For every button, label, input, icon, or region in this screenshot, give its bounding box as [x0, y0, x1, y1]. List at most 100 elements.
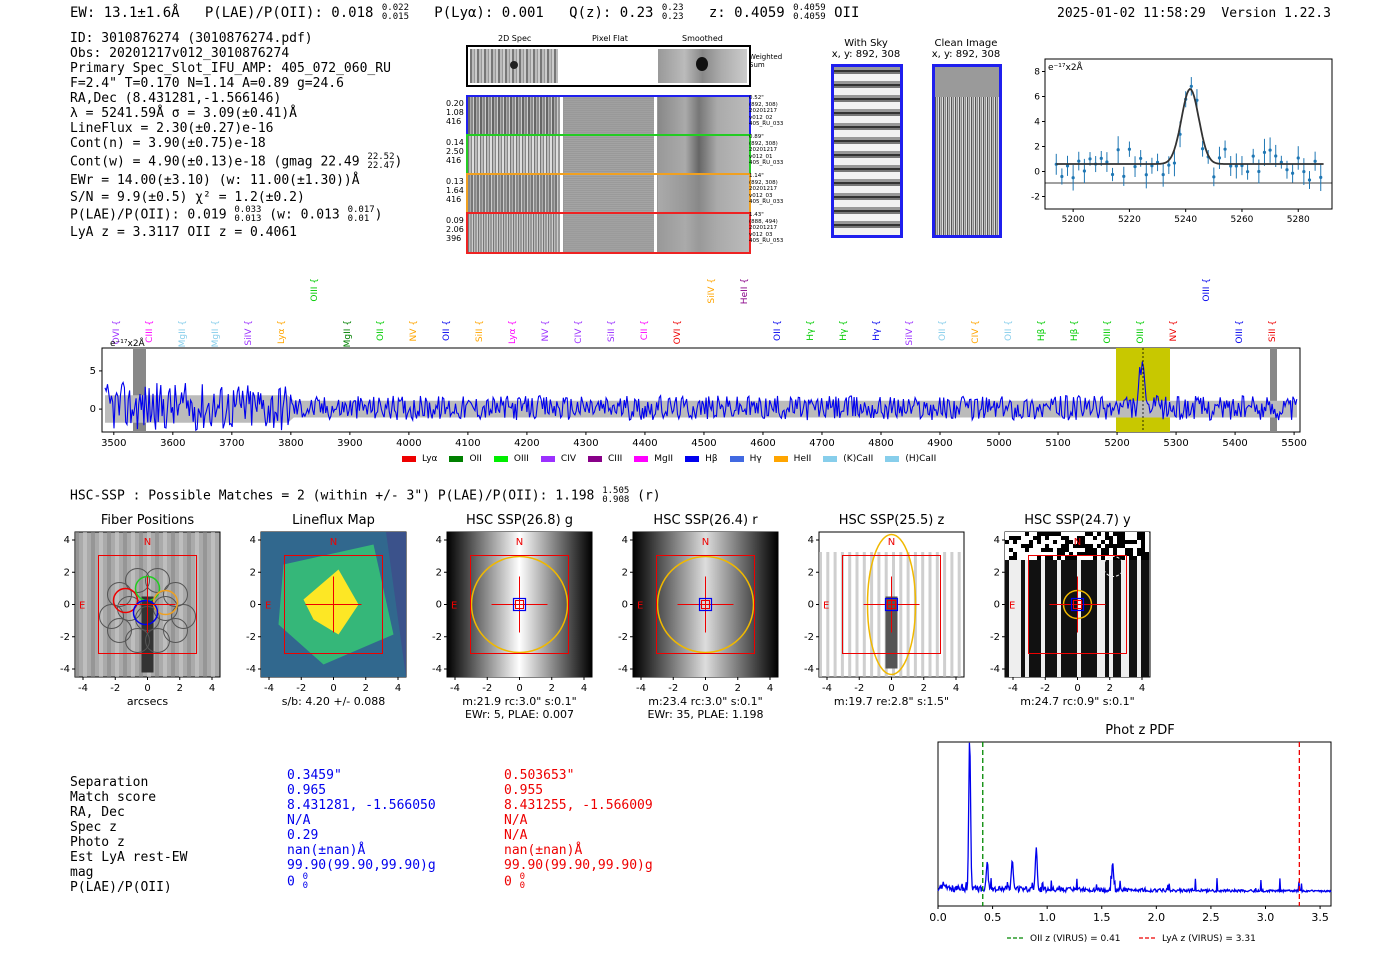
hsc-noise-pixel [1013, 532, 1017, 536]
spec2d-right-val: 405_RU_053 [749, 238, 784, 244]
lineflux-peak [303, 569, 359, 635]
hsc-noise-pixel [1093, 532, 1097, 536]
match-label: Est LyA rest-EW [70, 850, 188, 865]
hsc-noise-pixel [1125, 532, 1129, 536]
hsc-noise-pixel [1097, 544, 1101, 548]
hsc-noise-pixel [1057, 552, 1061, 556]
hsc-blue-marker [698, 597, 713, 612]
hsc-panel-stripe [1029, 560, 1033, 677]
hsc-noise-pixel [1045, 548, 1049, 552]
hsc-noise-pixel [1133, 552, 1137, 556]
info-contw-sub: 22.47 [367, 161, 395, 171]
header-plae-sub: 0.015 [381, 12, 409, 22]
full-xtick-label: 4400 [632, 438, 657, 449]
hsc-panel-stripe [935, 552, 939, 677]
fiber-circle [99, 604, 124, 629]
hsc-noise-pixel [1097, 536, 1101, 540]
hsc-noise-pixel [1033, 540, 1037, 544]
hsc-panel-stripe [943, 552, 947, 677]
hsc-noise-pixel [1121, 544, 1125, 548]
header-version: Version 1.22.3 [1221, 6, 1331, 21]
hsc-panel-stripe [877, 552, 881, 677]
hsc-noise-pixel [1037, 540, 1041, 544]
hsc-noise-pixel [1005, 548, 1009, 552]
info-plae-w: (w: 0.013 [269, 207, 340, 223]
compass-n: N [330, 537, 337, 548]
spec2d-right-val: v012_03 [749, 231, 773, 238]
match-red-val: N/A [504, 828, 528, 843]
hsc-noise-pixel [1029, 532, 1033, 536]
hsc-xtick-label: -2 [296, 683, 306, 694]
hsc-noise-pixel [1137, 544, 1141, 548]
hsc-noise-pixel [1049, 536, 1053, 540]
hsc-noise-pixel [1141, 532, 1145, 536]
hsc-panel-stripe [115, 532, 119, 677]
zoom-point [1105, 160, 1109, 164]
spec2d-row-2 [466, 173, 751, 215]
hsc-noise-pixel [1025, 552, 1029, 556]
hsc-noise-pixel [1049, 540, 1053, 544]
hsc-ytick-label: -4 [804, 664, 814, 675]
zoom-point [1274, 154, 1278, 158]
hsc-noise-pixel [1065, 544, 1069, 548]
hsc-ytick-label: 2 [250, 567, 256, 578]
zoom-point [1144, 173, 1148, 177]
hsc-noise-pixel [1045, 536, 1049, 540]
hsc-ytick-label: 4 [64, 535, 70, 546]
full-xtick-label: 5400 [1222, 438, 1247, 449]
full-xtick-label: 5500 [1281, 438, 1306, 449]
hsc-panel-stripe [1145, 560, 1149, 677]
hsc-red-marker [1073, 600, 1082, 609]
hsc-noise-pixel [1093, 552, 1097, 556]
hsc-panel-stripe [1045, 560, 1049, 677]
hsc-ytick-label: -4 [618, 664, 628, 675]
hsc-noise-pixel [1069, 556, 1073, 560]
zoom-point [1223, 147, 1227, 151]
hsc-noise-pixel [1033, 548, 1037, 552]
hsc-noise-pixel [1041, 544, 1045, 548]
hsc-noise-pixel [1077, 532, 1081, 536]
match-blue-sub: 0 [302, 881, 309, 891]
zoom-point [1088, 157, 1092, 161]
hsc-summary-sub: 0.908 [602, 495, 630, 505]
hsc-noise-pixel [1037, 548, 1041, 552]
hsc-panel-title: HSC SSP(26.4) r [653, 513, 758, 528]
hsc-panel-stripe [899, 552, 903, 677]
match-blue-val: 99.90(99.90,99.90)g [287, 858, 436, 873]
compass-e: E [637, 601, 643, 612]
zoom-point [1122, 174, 1126, 178]
clean-title: Clean Image x, y: 892, 308 [930, 38, 1002, 60]
hsc-noise-pixel [1109, 556, 1113, 560]
hsc-panel-stripe [921, 552, 925, 677]
spec2d-right-val: 405_RU_033 [749, 121, 784, 127]
zoom-point [1302, 169, 1306, 174]
hsc-xtick-label: 4 [209, 683, 215, 694]
zoom-ytick-label: 8 [1034, 68, 1040, 78]
hsc-noise-pixel [1093, 540, 1097, 544]
hsc-panel-stripe [819, 552, 822, 677]
hsc-noise-pixel [1033, 532, 1037, 536]
info-id: ID: 3010876274 (3010876274.pdf) [70, 31, 313, 46]
spec2d-right-val: 1.14" [749, 173, 764, 179]
zoom-ytick-label: 4 [1034, 118, 1040, 128]
hsc-ytick-label: -4 [990, 664, 1000, 675]
hsc-noise-pixel [1125, 544, 1129, 548]
hsc-noise-pixel [1057, 556, 1061, 560]
full-xtick-label: 3700 [219, 438, 244, 449]
hsc-noise-pixel [1113, 532, 1117, 536]
hsc-noise-pixel [1021, 548, 1025, 552]
hsc-xtick-label: -2 [854, 683, 864, 694]
spec2d-row-1-left: 0.14 2.50 416 [446, 138, 464, 165]
hsc-ytick-label: -2 [246, 632, 256, 643]
hsc-xtick-label: 0 [330, 683, 336, 694]
hsc-noise-pixel [1057, 548, 1061, 552]
match-labels: Separation Match score RA, Dec Spec z Ph… [70, 775, 187, 895]
legend-swatch [634, 456, 649, 462]
full-spectrum-flux [104, 361, 1298, 432]
hsc-noise-pixel [1097, 552, 1101, 556]
hsc-xtick-label: -4 [78, 683, 88, 694]
fiber-circle-red [112, 587, 139, 614]
spec2d-row-3-left: 0.09 2.06 396 [446, 216, 464, 243]
match-blue-val: 0.29 [287, 828, 319, 843]
